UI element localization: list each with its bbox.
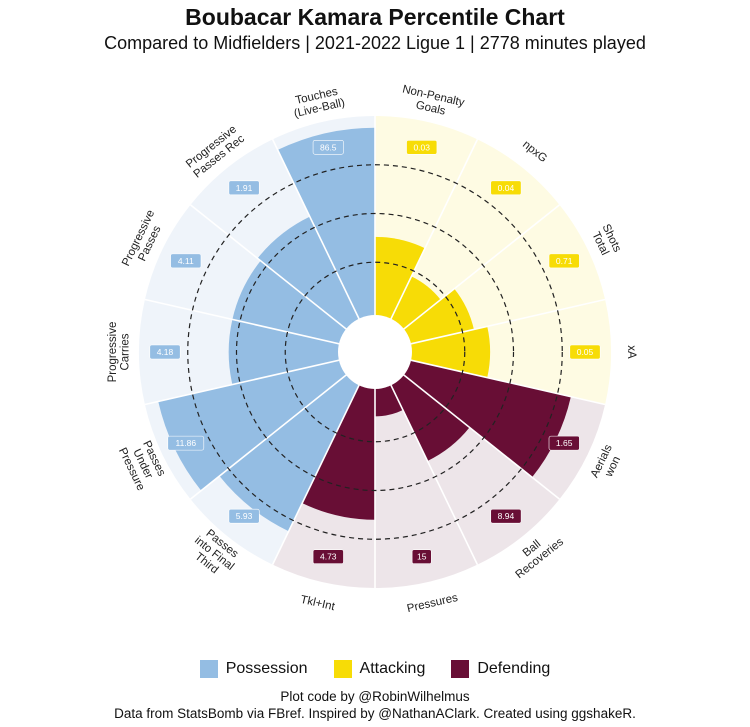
axis-label: xA [625, 345, 637, 359]
axis-label: Tkl+Int [299, 594, 336, 614]
gridline-25 [284, 261, 466, 443]
value-label: 4.11 [178, 256, 194, 266]
bar-tkl-int [302, 352, 375, 520]
value-label: 8.94 [498, 511, 515, 521]
value-label: 15 [417, 552, 427, 562]
slice-separator [189, 204, 376, 353]
value-box [170, 253, 202, 269]
value-label: 0.71 [556, 256, 573, 266]
slice-separator [374, 204, 561, 353]
value-box [490, 180, 522, 196]
axis-label: Recoveries [514, 536, 567, 581]
axis-label: Progressive [107, 322, 119, 383]
legend-label: Defending [477, 660, 551, 677]
axis-label: Pressures [406, 592, 459, 615]
bar-xa [375, 326, 491, 378]
pizza-chart: 0.03Non-PenaltyGoals0.04npxG0.71ShotsTot… [107, 83, 637, 615]
value-label: 0.04 [498, 183, 515, 193]
value-box [228, 508, 260, 524]
gridline-50 [235, 212, 515, 492]
value-box [569, 344, 601, 360]
value-label: 5.93 [236, 511, 253, 521]
legend-label: Possession [225, 660, 308, 677]
value-box [490, 508, 522, 524]
value-label: 1.65 [556, 438, 573, 448]
bar-touches-live-ball- [277, 127, 375, 352]
bar-progressive-carries [228, 319, 375, 385]
value-box [167, 435, 205, 451]
value-box [548, 435, 580, 451]
bar-progressive-passes-rec [257, 216, 375, 352]
background-wedge [375, 299, 611, 405]
value-label: 0.05 [577, 347, 594, 357]
value-box [548, 253, 580, 269]
value-box [149, 344, 181, 360]
center-hole [338, 315, 412, 389]
axis-label: npxG [520, 139, 549, 166]
legend-swatch [199, 660, 218, 678]
chart-subtitle: Compared to Midfielders | 2021-2022 Ligu… [104, 33, 646, 53]
value-label: 0.03 [413, 142, 430, 152]
slice-separator [271, 351, 376, 565]
value-label: 1.91 [236, 183, 253, 193]
legend-item-possession: Possession [199, 660, 308, 678]
slice-separator [374, 139, 479, 353]
slice-separator [271, 139, 376, 353]
bar-passes-under-pressure [158, 352, 375, 491]
bar-progressive-passes [232, 260, 375, 352]
value-box [228, 180, 260, 196]
legend-item-attacking: Attacking [333, 660, 426, 678]
bar-passes-into-final-third [219, 352, 375, 532]
slice-separator [144, 298, 376, 353]
slice-separator [374, 351, 561, 500]
legend-swatch [333, 660, 352, 678]
value-box [411, 549, 432, 565]
bar-aerials-won [375, 352, 571, 478]
value-label: 11.86 [175, 438, 196, 448]
value-box [312, 549, 344, 565]
value-box [406, 139, 438, 155]
legend-item-defending: Defending [451, 660, 550, 678]
gridline-75 [187, 164, 563, 540]
slice-separator [144, 351, 376, 406]
axis-label: Carries [119, 333, 131, 370]
credit-line-1: Plot code by @RobinWilhelmus [280, 689, 470, 704]
slice-separator [189, 351, 376, 500]
value-label: 86.5 [320, 142, 337, 152]
value-label: 4.73 [320, 552, 337, 562]
legend: Possession Attacking Defending [0, 660, 750, 678]
chart-title: Boubacar Kamara Percentile Chart [185, 4, 565, 30]
credit-line-2: Data from StatsBomb via FBref. Inspired … [114, 706, 636, 721]
slice-separator [374, 351, 606, 406]
legend-swatch [451, 660, 470, 678]
slice-separator [374, 351, 479, 565]
value-label: 4.18 [157, 347, 174, 357]
slice-separator [374, 298, 606, 353]
legend-label: Attacking [359, 660, 426, 677]
value-box [312, 139, 344, 155]
